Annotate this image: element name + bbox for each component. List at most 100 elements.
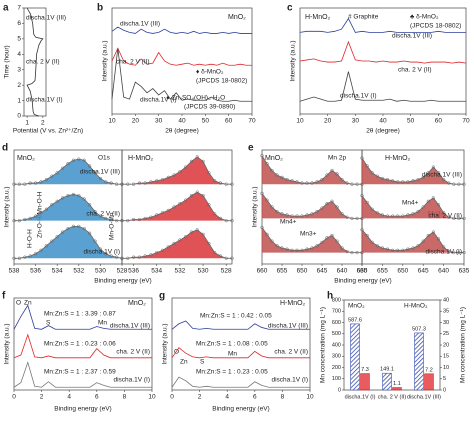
data-point [441, 211, 446, 215]
data-point [350, 216, 354, 221]
data-point [270, 168, 274, 173]
spectrum-line [122, 191, 232, 222]
data-point [315, 244, 319, 248]
data-point [98, 214, 103, 218]
x-axis-label: Potential (V vs. Zn²⁺/Zn) [13, 128, 83, 135]
x-tick-label: discha.1V (I) [345, 394, 376, 400]
data-point [131, 182, 136, 186]
y-tick-label: 7 [17, 5, 21, 12]
data-point [149, 253, 153, 257]
data-point [50, 203, 54, 207]
data-point [178, 170, 182, 174]
data-point [396, 180, 400, 184]
x-axis-label: Binding energy (eV) [212, 406, 269, 413]
annotation: cha. 2 V (II) [26, 59, 60, 66]
data-point [350, 250, 354, 255]
y2-tick-label: 30 [443, 320, 449, 326]
data-point [421, 205, 425, 209]
data-point [166, 245, 170, 249]
data-point [406, 247, 410, 251]
x-tick-label: 536 [30, 268, 41, 275]
bar-value-label: 149.1 [380, 367, 394, 373]
data-point [360, 156, 364, 160]
data-point [390, 248, 395, 252]
data-point [50, 239, 54, 243]
data-point [285, 177, 289, 182]
x-tick-label: 50 [407, 118, 415, 125]
x-tick-label: 528 [117, 268, 128, 275]
data-point [315, 180, 319, 184]
x-tick-label: 10 [108, 118, 116, 125]
data-point [457, 250, 461, 255]
data-point [98, 176, 103, 181]
x-tick-label: 1 [25, 120, 29, 127]
y2-tick-label: 25 [443, 331, 449, 337]
panel-letter: b [97, 3, 103, 14]
x-tick-label: 10 [296, 118, 304, 125]
data-point [385, 214, 390, 218]
data-point [355, 216, 359, 221]
panel-letter: d [2, 143, 8, 154]
data-point [335, 205, 339, 209]
data-point [143, 216, 147, 221]
peak-fill [122, 229, 232, 259]
x-tick-label: 650 [297, 268, 308, 275]
data-point [172, 205, 176, 209]
data-point [280, 246, 284, 250]
x-tick-label: 650 [397, 268, 408, 275]
y-tick-label: 800 [332, 297, 341, 303]
data-point [406, 180, 410, 184]
data-point [44, 177, 49, 182]
data-point [355, 182, 359, 186]
x-tick-label: 30 [352, 118, 360, 125]
data-point [230, 219, 234, 223]
data-point [325, 201, 329, 206]
data-point [143, 181, 147, 185]
data-point [385, 247, 390, 251]
x-tick-label: cha. 2 V (II) [378, 394, 407, 400]
x-tick-label: 532 [174, 268, 185, 275]
data-point [462, 216, 466, 221]
data-point [436, 237, 441, 241]
x-tick-label: 530 [198, 268, 209, 275]
data-point [275, 173, 279, 177]
data-point [270, 205, 274, 209]
data-point [66, 193, 70, 198]
data-point [360, 228, 364, 232]
panel-title: H-MnO₂ [305, 14, 331, 21]
data-point [340, 212, 344, 216]
data-point [416, 177, 420, 182]
data-point [155, 179, 159, 183]
data-point [120, 182, 124, 186]
data-point [224, 182, 228, 186]
panel-title: H-MnO₂ [128, 155, 154, 162]
data-point [178, 238, 182, 242]
annotation: (JPCDS 39-0890) [184, 104, 235, 111]
data-point [265, 198, 269, 202]
data-point [300, 181, 304, 185]
annotation: Mn-O-Mn [109, 212, 116, 240]
data-point [120, 219, 124, 223]
data-point [330, 168, 334, 173]
x-axis-label: 2θ (degree) [366, 128, 400, 135]
data-point [285, 247, 289, 251]
bar [382, 372, 392, 391]
y-axis-label: Intensity (a.u.) [4, 323, 11, 364]
data-point [82, 197, 86, 201]
annotation: (JPCDS 18-0802) [410, 23, 461, 30]
y2-tick-label: 5 [443, 376, 446, 382]
x-tick-label: 4 [225, 394, 229, 401]
y2-tick-label: 20 [443, 342, 449, 348]
data-point [50, 174, 54, 178]
y-tick-label: 2 [17, 82, 21, 89]
data-point [452, 216, 456, 221]
data-point [189, 193, 194, 198]
y-axis-label: Intensity (a.u.) [290, 40, 297, 81]
data-point [375, 174, 379, 178]
spectrum-line [299, 40, 467, 64]
peak-fill [262, 193, 362, 219]
data-point [260, 191, 264, 195]
annotation: Mn3+ [300, 231, 317, 238]
x-tick-label: 655 [377, 268, 388, 275]
y-tick-label: 400 [332, 342, 341, 348]
